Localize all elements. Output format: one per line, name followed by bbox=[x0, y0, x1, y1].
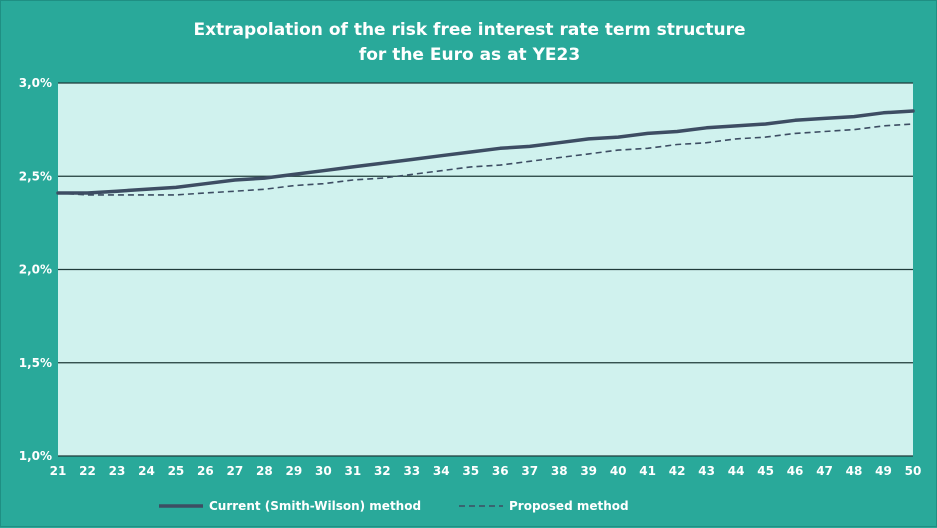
x-tick-label: 22 bbox=[79, 464, 96, 478]
x-tick-label: 28 bbox=[256, 464, 273, 478]
x-tick-label: 44 bbox=[728, 464, 745, 478]
x-tick-label: 27 bbox=[227, 464, 244, 478]
x-tick-label: 37 bbox=[521, 464, 538, 478]
gridlines bbox=[58, 82, 913, 457]
y-tick-label: 1,5% bbox=[19, 356, 52, 370]
y-tick-label: 3,0% bbox=[19, 76, 52, 90]
x-tick-label: 33 bbox=[403, 464, 420, 478]
x-tick-label: 49 bbox=[875, 464, 892, 478]
x-tick-label: 36 bbox=[492, 464, 509, 478]
series-layer bbox=[56, 109, 915, 196]
x-tick-label: 23 bbox=[109, 464, 126, 478]
series-line-proposed-method bbox=[57, 123, 914, 196]
chart-title-line-2: for the Euro as at YE23 bbox=[358, 45, 581, 65]
x-tick-label: 42 bbox=[669, 464, 686, 478]
x-tick-label: 25 bbox=[168, 464, 185, 478]
x-axis: 21 22 23 24 25 26 27 28 29 30 31 32 33 34 35 36 37 38 39 40… bbox=[50, 464, 922, 478]
y-axis: 1,0% 1,5% 2,0% 2,5% 3,0% bbox=[19, 76, 52, 463]
x-tick-label: 48 bbox=[846, 464, 863, 478]
legend: Current (Smith-Wilson) method Proposed me… bbox=[159, 499, 629, 513]
x-tick-label: 39 bbox=[580, 464, 597, 478]
y-tick-label: 2,0% bbox=[19, 263, 52, 277]
x-tick-label: 35 bbox=[462, 464, 479, 478]
x-tick-label: 34 bbox=[433, 464, 450, 478]
x-tick-label: 30 bbox=[315, 464, 332, 478]
chart-title-line-1: Extrapolation of the risk free interest … bbox=[193, 20, 746, 40]
x-tick-label: 43 bbox=[698, 464, 715, 478]
x-tick-label: 29 bbox=[286, 464, 303, 478]
y-tick-label: 1,0% bbox=[19, 449, 52, 463]
x-tick-label: 24 bbox=[138, 464, 155, 478]
y-tick-label: 2,5% bbox=[19, 169, 52, 183]
legend-label: Current (Smith-Wilson) method bbox=[209, 499, 421, 513]
x-tick-label: 26 bbox=[197, 464, 214, 478]
x-tick-label: 50 bbox=[905, 464, 922, 478]
x-tick-label: 47 bbox=[816, 464, 833, 478]
x-tick-label: 45 bbox=[757, 464, 774, 478]
x-tick-label: 31 bbox=[344, 464, 361, 478]
x-tick-label: 40 bbox=[610, 464, 627, 478]
x-tick-label: 46 bbox=[787, 464, 804, 478]
x-tick-label: 41 bbox=[639, 464, 656, 478]
series-line-current-method bbox=[56, 109, 915, 195]
x-tick-label: 38 bbox=[551, 464, 568, 478]
x-tick-label: 21 bbox=[50, 464, 67, 478]
legend-label: Proposed method bbox=[509, 499, 629, 513]
x-tick-label: 32 bbox=[374, 464, 391, 478]
